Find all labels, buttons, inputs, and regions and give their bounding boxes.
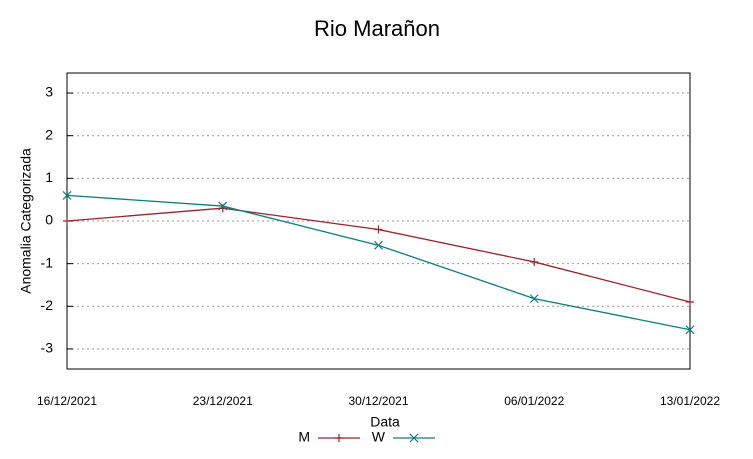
data-point [218,201,228,211]
y-tick-label: 1 [45,169,53,185]
data-point [685,325,695,335]
x-tick-label: 23/12/2021 [193,394,253,408]
x-tick-label: 30/12/2021 [348,394,408,408]
y-tick-label: 0 [45,212,53,228]
x-tick-label: 13/01/2022 [660,394,720,408]
legend-label: W [372,429,386,445]
x-tick-label: 16/12/2021 [37,394,97,408]
y-tick-label: -3 [41,340,54,356]
data-point [62,190,72,200]
legend-label: M [298,429,310,445]
y-tick-label: -1 [41,254,54,270]
series-line [66,207,691,303]
x-axis-label: Data [370,414,400,430]
legend-marker [335,434,343,442]
series-line [66,194,691,331]
data-point [63,217,71,225]
data-point [530,257,539,266]
x-tick-label: 06/01/2022 [504,394,564,408]
y-axis-label: Anomalia Categorizada [18,148,34,294]
y-tick-label: 2 [45,126,53,142]
data-point [374,240,383,250]
data-point [686,298,694,307]
y-tick-label: -2 [41,297,54,313]
y-tick-label: 3 [45,84,53,100]
chart-title: Rio Marañon [314,16,440,41]
legend-marker [409,433,419,443]
data-point [529,294,539,304]
data-point [374,225,383,234]
